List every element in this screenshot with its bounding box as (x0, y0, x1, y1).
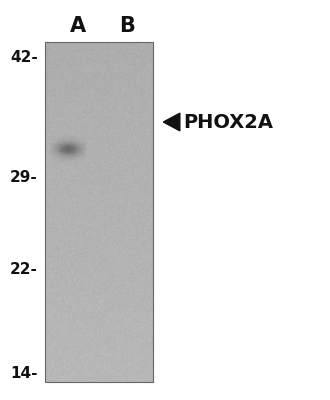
Polygon shape (163, 113, 180, 131)
Text: 42-: 42- (10, 50, 38, 66)
Text: 22-: 22- (10, 262, 38, 278)
Bar (45, 42, 153, 382)
Text: 29-: 29- (10, 170, 38, 186)
Text: B: B (119, 16, 135, 36)
Text: A: A (70, 16, 85, 36)
Text: PHOX2A: PHOX2A (183, 112, 273, 132)
Text: 14-: 14- (11, 366, 38, 382)
